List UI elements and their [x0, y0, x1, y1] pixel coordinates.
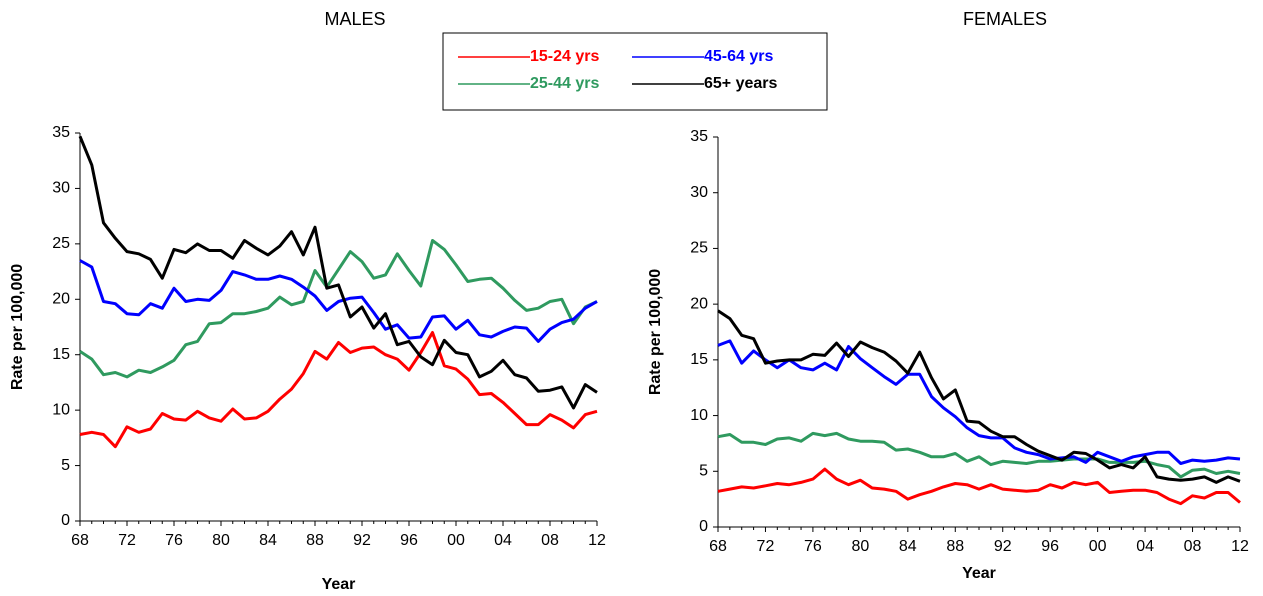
legend-box — [442, 32, 828, 111]
x-tick-label: 72 — [757, 538, 775, 555]
y-tick-label: 15 — [52, 346, 70, 363]
x-tick-label: 72 — [118, 532, 136, 549]
y-tick-label: 35 — [690, 128, 708, 145]
x-tick-label: 00 — [1089, 538, 1107, 555]
y-tick-label: 0 — [61, 512, 70, 529]
series-line — [717, 309, 1241, 484]
x-tick-label: 96 — [400, 532, 418, 549]
chart-title: FEMALES — [963, 9, 1047, 29]
legend-label: 45-64 yrs — [704, 48, 773, 65]
x-tick-label: 68 — [71, 532, 89, 549]
legend-label: 15-24 yrs — [530, 48, 599, 65]
x-tick-label: 08 — [1184, 538, 1202, 555]
series-line — [79, 331, 598, 449]
y-tick-label: 30 — [52, 180, 70, 197]
y-tick-label: 5 — [61, 457, 70, 474]
series-line — [717, 467, 1241, 506]
x-tick-label: 68 — [709, 538, 727, 555]
x-tick-label: 08 — [541, 532, 559, 549]
x-tick-label: 76 — [165, 532, 183, 549]
legend-label: 65+ years — [704, 75, 778, 92]
x-axis-label: Year — [962, 565, 996, 582]
y-tick-label: 30 — [690, 184, 708, 201]
y-tick-label: 10 — [52, 401, 70, 418]
y-tick-label: 35 — [52, 124, 70, 141]
x-axis-label: Year — [322, 576, 356, 593]
series-line — [79, 239, 598, 379]
y-tick-label: 0 — [699, 518, 708, 535]
series-line — [79, 259, 598, 343]
x-tick-label: 04 — [1136, 538, 1154, 555]
x-tick-label: 96 — [1041, 538, 1059, 555]
y-tick-label: 25 — [690, 240, 708, 257]
x-tick-label: 76 — [804, 538, 822, 555]
x-tick-label: 00 — [447, 532, 465, 549]
x-tick-label: 88 — [946, 538, 964, 555]
x-tick-label: 12 — [1231, 538, 1249, 555]
x-tick-label: 84 — [899, 538, 917, 555]
y-tick-label: 20 — [690, 295, 708, 312]
x-tick-label: 88 — [306, 532, 324, 549]
legend-label: 25-44 yrs — [530, 75, 599, 92]
y-tick-label: 25 — [52, 235, 70, 252]
series-line — [717, 339, 1241, 465]
series-line — [717, 431, 1241, 479]
y-axis-label: Rate per 100,000 — [9, 264, 26, 390]
y-tick-label: 10 — [690, 407, 708, 424]
x-tick-label: 12 — [588, 532, 606, 549]
y-tick-label: 5 — [699, 463, 708, 480]
chart-title: MALES — [324, 9, 385, 29]
y-tick-label: 20 — [52, 291, 70, 308]
x-tick-label: 84 — [259, 532, 277, 549]
x-tick-label: 92 — [994, 538, 1012, 555]
x-tick-label: 80 — [851, 538, 869, 555]
x-tick-label: 80 — [212, 532, 230, 549]
y-axis-label: Rate per 100,000 — [647, 269, 664, 395]
series-line — [78, 135, 598, 410]
x-tick-label: 04 — [494, 532, 512, 549]
y-tick-label: 15 — [690, 351, 708, 368]
x-tick-label: 92 — [353, 532, 371, 549]
